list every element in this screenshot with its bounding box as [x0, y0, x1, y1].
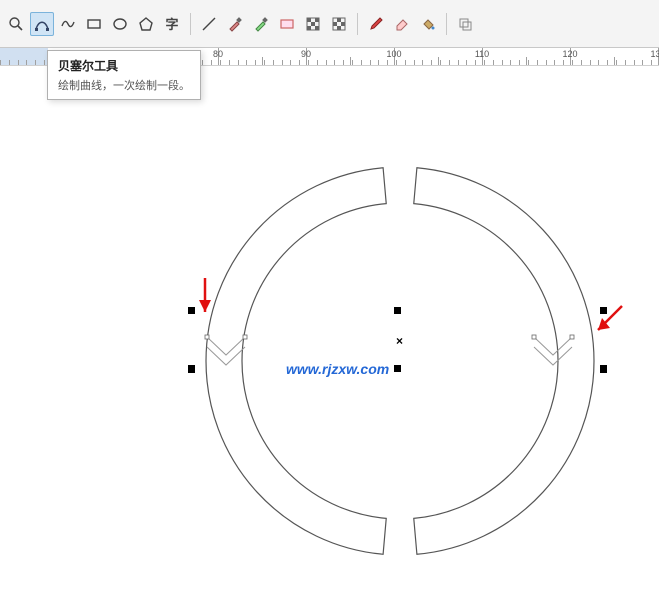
copy-props-tool[interactable]: [453, 12, 477, 36]
brush-tool[interactable]: [364, 12, 388, 36]
toolbar-separator: [190, 13, 191, 35]
toolbar-separator: [446, 13, 447, 35]
bezier-tool[interactable]: [30, 12, 54, 36]
pattern2-tool[interactable]: [327, 12, 351, 36]
tooltip-title: 贝塞尔工具: [58, 57, 190, 74]
rect-select-tool[interactable]: [275, 12, 299, 36]
zoom-icon: [8, 16, 24, 32]
drawing-svg: [0, 66, 659, 596]
ruler-selection-shadow: [0, 48, 48, 66]
brush-icon: [368, 16, 384, 32]
line-icon: [201, 16, 217, 32]
main-toolbar: 字: [0, 0, 659, 48]
bucket-icon: [420, 16, 436, 32]
ellipse-icon: [112, 16, 128, 32]
ruler-label: 130: [650, 49, 659, 59]
bucket-tool[interactable]: [416, 12, 440, 36]
line-tool[interactable]: [197, 12, 221, 36]
selection-handle[interactable]: [394, 365, 401, 372]
ruler-label: 110: [475, 49, 489, 59]
polygon-icon: [138, 16, 154, 32]
selection-handle[interactable]: [600, 365, 607, 372]
selection-handle[interactable]: [188, 365, 195, 372]
rectangle-tool[interactable]: [82, 12, 106, 36]
selection-handle[interactable]: [188, 307, 195, 314]
toolbar-separator: [357, 13, 358, 35]
selection-center-marker: ×: [396, 334, 403, 348]
tool-tooltip: 贝塞尔工具 绘制曲线，一次绘制一段。: [47, 50, 201, 100]
eyedropper-tool[interactable]: [223, 12, 247, 36]
pattern2-icon: [331, 16, 347, 32]
freehand-icon: [60, 16, 76, 32]
ruler-label: 100: [386, 49, 401, 59]
eyedropper-icon: [227, 16, 243, 32]
eyedropper-fill-tool[interactable]: [249, 12, 273, 36]
rectangle-icon: [86, 16, 102, 32]
selection-handle[interactable]: [394, 307, 401, 314]
polygon-tool[interactable]: [134, 12, 158, 36]
tooltip-description: 绘制曲线，一次绘制一段。: [58, 77, 190, 93]
freehand-tool[interactable]: [56, 12, 80, 36]
watermark-text: www.rjzxw.com: [286, 361, 389, 377]
copy-props-icon: [457, 16, 473, 32]
eraser-tool[interactable]: [390, 12, 414, 36]
canvas-area[interactable]: × www.rjzxw.com: [0, 66, 659, 596]
pattern1-tool[interactable]: [301, 12, 325, 36]
text-icon: 字: [165, 14, 178, 33]
selection-handle[interactable]: [600, 307, 607, 314]
ellipse-tool[interactable]: [108, 12, 132, 36]
bezier-icon: [34, 16, 50, 32]
ruler-label: 80: [213, 49, 223, 59]
ruler-label: 90: [301, 49, 311, 59]
eraser-icon: [394, 16, 410, 32]
pattern1-icon: [305, 16, 321, 32]
eyedropper-fill-icon: [253, 16, 269, 32]
zoom-tool[interactable]: [4, 12, 28, 36]
ruler-label: 120: [562, 49, 577, 59]
rect-select-icon: [279, 16, 295, 32]
text-tool[interactable]: 字: [160, 12, 184, 36]
